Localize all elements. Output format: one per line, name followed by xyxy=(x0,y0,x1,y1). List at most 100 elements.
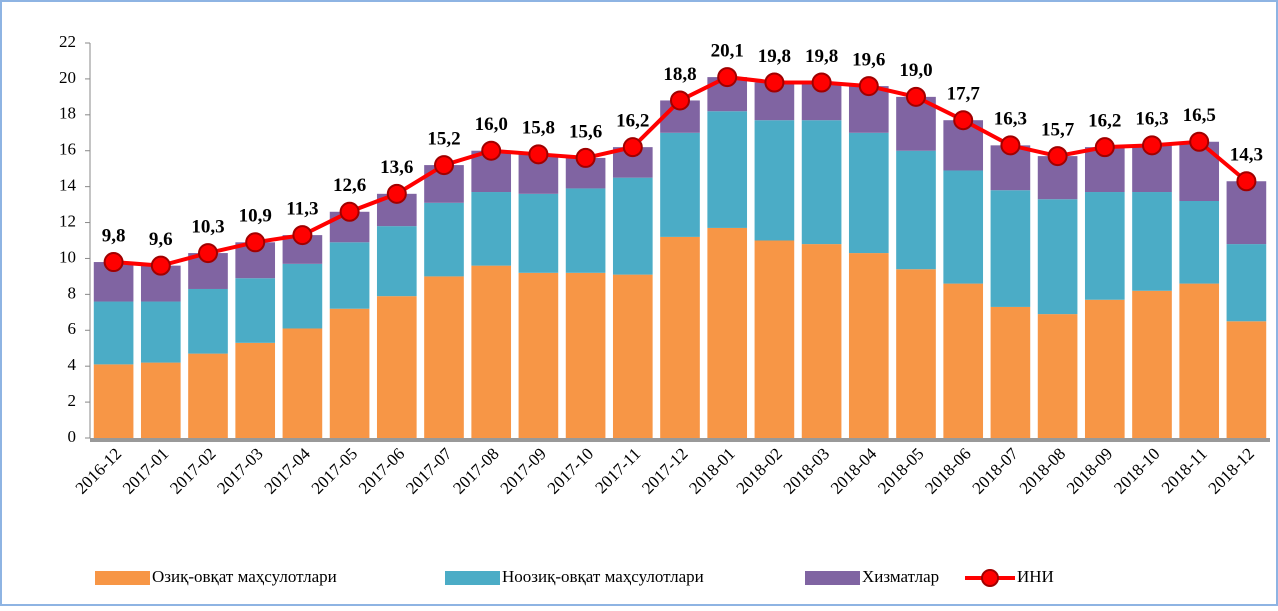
y-tick-label: 16 xyxy=(59,140,76,159)
line-marker xyxy=(717,67,738,88)
bar-segment xyxy=(565,188,606,273)
bar-segment xyxy=(140,301,181,363)
line-marker xyxy=(764,72,785,93)
data-label: 16,2 xyxy=(1088,110,1121,131)
bar-segment xyxy=(235,278,276,343)
data-label: 15,6 xyxy=(569,121,602,142)
bar-segment xyxy=(424,276,464,438)
legend-swatch xyxy=(445,571,500,585)
data-label: 19,8 xyxy=(805,46,838,67)
line-marker xyxy=(1236,171,1257,192)
y-tick-label: 12 xyxy=(59,211,76,230)
y-tick-label: 8 xyxy=(68,283,77,302)
bar-segment xyxy=(140,362,181,438)
data-label: 19,6 xyxy=(852,49,885,70)
data-label: 11,3 xyxy=(286,198,318,219)
y-tick-label: 4 xyxy=(68,355,77,374)
line-marker xyxy=(1047,146,1068,167)
bar-segment xyxy=(188,353,228,438)
bar-segment xyxy=(1132,290,1172,438)
data-label: 13,6 xyxy=(380,157,413,178)
bar-segment xyxy=(282,263,323,329)
y-tick-label: 10 xyxy=(59,247,76,266)
data-label: 15,7 xyxy=(1041,119,1075,140)
bar-segment xyxy=(282,328,323,438)
data-label: 9,6 xyxy=(149,229,173,250)
legend-label: Озиқ-овқат маҳсулотлари xyxy=(152,567,337,586)
legend-swatch xyxy=(95,571,150,585)
bar-segment xyxy=(1179,283,1220,438)
y-tick-label: 20 xyxy=(59,68,76,87)
data-label: 16,3 xyxy=(1135,109,1168,130)
bar-segment xyxy=(612,274,653,438)
bar-segment xyxy=(518,193,559,273)
line-marker xyxy=(1142,135,1162,156)
data-label: 16,5 xyxy=(1183,105,1216,126)
x-axis xyxy=(90,438,1270,442)
bar-segment xyxy=(754,120,795,241)
legend-swatch xyxy=(981,569,999,587)
line-marker xyxy=(386,183,407,204)
data-label: 16,2 xyxy=(616,110,649,131)
legend-label: Хизматлар xyxy=(862,567,939,586)
bar-segment xyxy=(376,226,417,297)
line-marker xyxy=(198,243,218,264)
data-label: 16,3 xyxy=(994,109,1027,130)
line-marker xyxy=(622,137,643,158)
legend-label: Ноозиқ-овқат маҳсулотлари xyxy=(502,567,704,586)
bar-segment xyxy=(943,283,984,438)
y-tick-label: 6 xyxy=(68,319,77,338)
bar-segment xyxy=(896,269,936,438)
line-marker xyxy=(670,90,690,111)
line-marker xyxy=(292,225,313,246)
bar-segment xyxy=(754,240,795,438)
data-label: 14,3 xyxy=(1230,145,1263,166)
data-label: 10,3 xyxy=(191,216,224,237)
bar-segment xyxy=(424,202,464,277)
line-marker xyxy=(575,147,596,168)
y-tick-label: 22 xyxy=(59,32,76,51)
bar-segment xyxy=(943,170,984,284)
y-tick-label: 14 xyxy=(59,176,77,195)
bar-segment xyxy=(848,132,889,254)
line-marker xyxy=(481,140,502,161)
bar-segment xyxy=(896,150,936,270)
bar-segment xyxy=(990,306,1031,438)
bar-segment xyxy=(612,177,653,275)
bar-segment xyxy=(660,132,700,237)
bar-segment xyxy=(329,242,370,309)
bar-segment xyxy=(1226,181,1267,245)
line-marker xyxy=(528,144,549,165)
bar-segment xyxy=(660,236,700,438)
legend-swatch xyxy=(805,571,860,585)
line-marker xyxy=(906,86,926,107)
data-label: 15,8 xyxy=(522,118,555,139)
line-marker xyxy=(1189,131,1210,152)
line-marker xyxy=(103,252,124,273)
bar-segment xyxy=(471,265,512,438)
bar-segment xyxy=(848,253,889,438)
bar-segment xyxy=(990,190,1031,307)
bar-segment xyxy=(235,342,276,438)
bar-segment xyxy=(188,288,228,354)
bar-segment xyxy=(93,364,134,438)
bar-segment xyxy=(1179,201,1220,284)
line-marker xyxy=(858,76,879,97)
bar-segment xyxy=(1226,244,1267,322)
data-label: 12,6 xyxy=(333,175,366,196)
data-label: 15,2 xyxy=(427,128,460,149)
bar-segment xyxy=(1084,192,1125,300)
data-label: 18,8 xyxy=(663,64,696,85)
bar-segment xyxy=(1226,321,1267,438)
data-label: 19,8 xyxy=(758,46,791,67)
bar-segment xyxy=(707,227,748,438)
data-label: 20,1 xyxy=(711,40,744,61)
bar-segment xyxy=(707,111,748,228)
line-marker xyxy=(150,255,171,276)
bar-segment xyxy=(329,308,370,438)
bar-segment xyxy=(1132,192,1172,291)
bar-segment xyxy=(801,244,842,438)
data-label: 16,0 xyxy=(475,114,508,135)
bar-segment xyxy=(471,192,512,266)
